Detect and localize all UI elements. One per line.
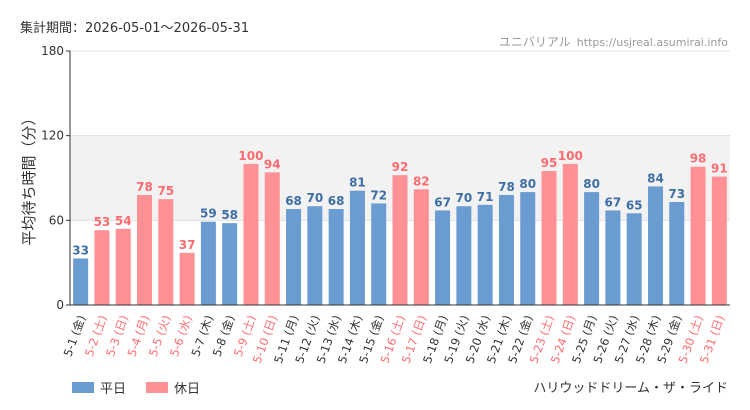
data-label: 82 bbox=[413, 174, 430, 188]
bar bbox=[562, 163, 578, 305]
collection-period: 集計期間：2026-05-01～2026-05-31 bbox=[20, 21, 250, 36]
data-label: 67 bbox=[434, 195, 451, 209]
bar bbox=[94, 230, 110, 305]
site-brand: ユニバリアル https://usjreal.asumirai.info bbox=[499, 33, 728, 50]
data-label: 98 bbox=[690, 152, 707, 166]
data-label: 59 bbox=[200, 207, 217, 221]
y-axis-label: 平均待ち時間（分） bbox=[20, 110, 38, 245]
bar bbox=[286, 209, 302, 305]
bar bbox=[435, 210, 451, 305]
attraction-name: ハリウッドドリーム・ザ・ライド bbox=[533, 381, 728, 396]
y-tick-label: 60 bbox=[49, 213, 64, 227]
data-label: 80 bbox=[519, 177, 536, 191]
bar bbox=[371, 203, 387, 305]
bar bbox=[413, 189, 429, 305]
legend-item-holiday: 休日 bbox=[146, 378, 200, 397]
bar bbox=[264, 172, 280, 305]
legend-swatch-weekday bbox=[72, 382, 94, 393]
bar bbox=[690, 166, 706, 305]
data-label: 33 bbox=[72, 243, 89, 257]
y-tick-label: 180 bbox=[41, 44, 64, 58]
data-label: 91 bbox=[711, 162, 728, 176]
bar bbox=[328, 209, 344, 305]
bar bbox=[520, 192, 536, 305]
data-label: 65 bbox=[626, 198, 643, 212]
data-label: 80 bbox=[583, 177, 600, 191]
data-label: 71 bbox=[477, 190, 494, 204]
legend-item-weekday: 平日 bbox=[72, 378, 126, 397]
legend-label-holiday: 休日 bbox=[174, 382, 201, 397]
data-label: 37 bbox=[179, 238, 196, 252]
data-label: 58 bbox=[221, 208, 238, 222]
bar bbox=[200, 221, 216, 305]
bar bbox=[307, 206, 323, 305]
data-label: 54 bbox=[115, 214, 132, 228]
data-label: 78 bbox=[498, 180, 515, 194]
bar bbox=[222, 223, 238, 305]
bar bbox=[456, 206, 472, 305]
bar bbox=[137, 194, 153, 305]
data-label: 70 bbox=[306, 191, 323, 205]
data-label: 70 bbox=[456, 191, 473, 205]
bar bbox=[541, 170, 557, 305]
data-label: 53 bbox=[94, 215, 111, 229]
bar bbox=[349, 190, 365, 305]
bar bbox=[711, 176, 727, 305]
data-label: 68 bbox=[328, 194, 345, 208]
bar bbox=[179, 252, 195, 305]
bar bbox=[669, 201, 685, 305]
data-label: 92 bbox=[392, 160, 409, 174]
data-label: 100 bbox=[238, 149, 263, 163]
data-label: 67 bbox=[605, 195, 622, 209]
bar bbox=[477, 204, 493, 305]
data-label: 72 bbox=[370, 188, 387, 202]
bar bbox=[647, 186, 663, 305]
data-label: 75 bbox=[157, 184, 174, 198]
bar bbox=[626, 213, 642, 305]
data-label: 73 bbox=[668, 187, 685, 201]
legend-swatch-holiday bbox=[146, 382, 169, 393]
y-tick-label: 0 bbox=[56, 298, 64, 312]
data-label: 95 bbox=[541, 156, 558, 170]
legend-label-weekday: 平日 bbox=[100, 382, 127, 397]
data-label: 84 bbox=[647, 171, 664, 185]
site-name: ユニバリアル bbox=[498, 35, 571, 49]
data-label: 68 bbox=[285, 194, 302, 208]
bar bbox=[584, 192, 600, 305]
data-label: 94 bbox=[264, 157, 281, 171]
bar bbox=[605, 210, 621, 305]
data-label: 81 bbox=[349, 176, 366, 190]
bar bbox=[498, 194, 514, 305]
y-tick-label: 120 bbox=[41, 129, 64, 143]
site-url: https://usjreal.asumirai.info bbox=[576, 36, 728, 49]
data-label: 100 bbox=[558, 149, 583, 163]
bar bbox=[392, 175, 408, 305]
bar bbox=[73, 258, 89, 305]
legend: 平日 休日 bbox=[72, 378, 200, 397]
bar bbox=[115, 228, 131, 305]
data-label: 78 bbox=[136, 180, 153, 194]
bar bbox=[243, 163, 259, 305]
bar bbox=[158, 199, 174, 305]
